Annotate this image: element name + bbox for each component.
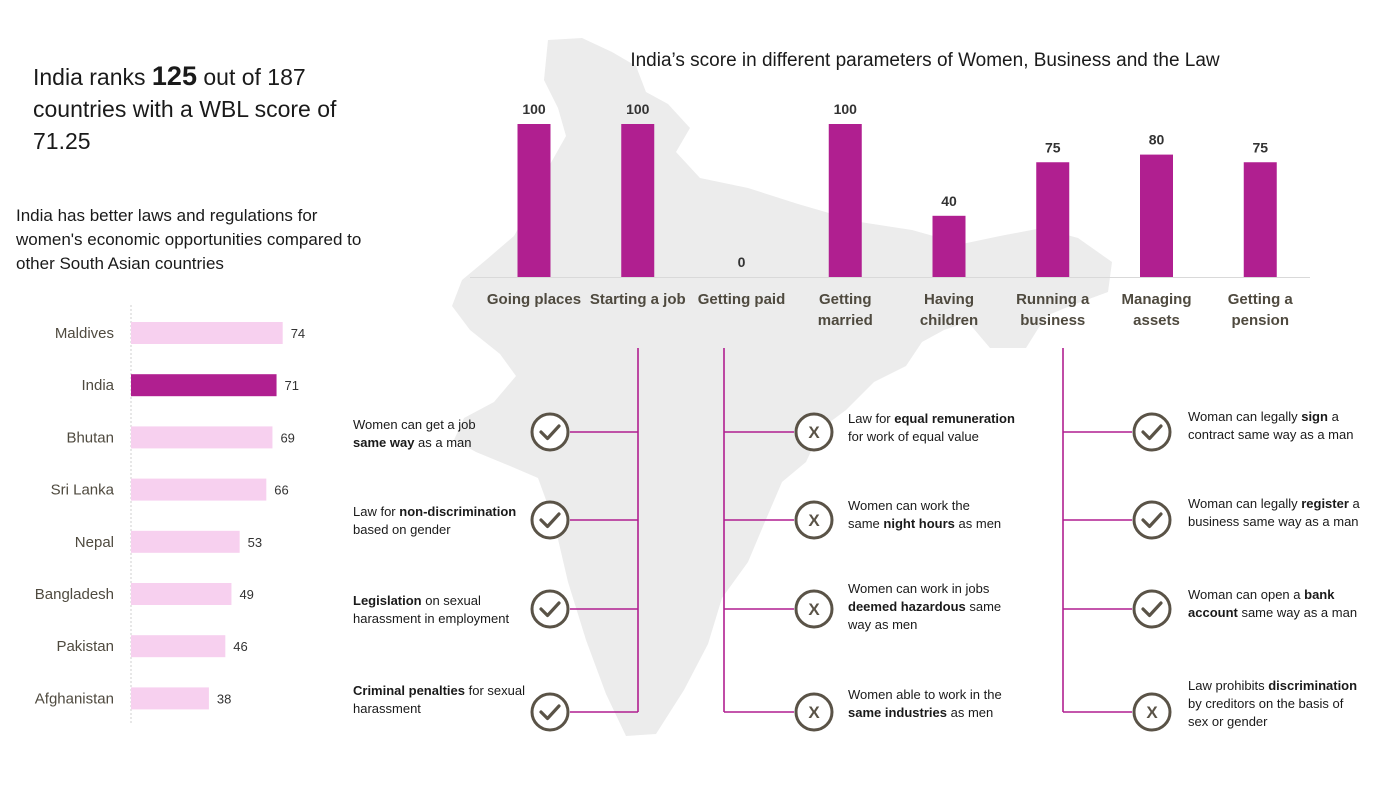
detail-text: Law prohibits discrimination by creditors… bbox=[1188, 678, 1358, 729]
x-icon: X bbox=[794, 412, 834, 452]
parameter-bar bbox=[828, 124, 862, 277]
parameter-label: Having bbox=[924, 291, 974, 308]
parameter-bar bbox=[1036, 162, 1070, 277]
svg-text:X: X bbox=[808, 511, 820, 530]
subheadline: India has better laws and regulations fo… bbox=[16, 206, 362, 273]
checkmark-icon bbox=[1132, 500, 1172, 540]
country-value-label: 74 bbox=[291, 326, 305, 341]
parameter-label: Getting bbox=[819, 291, 872, 308]
parameter-bar bbox=[1243, 162, 1277, 277]
checkmark-icon bbox=[530, 500, 570, 540]
country-bar bbox=[131, 635, 226, 658]
parameter-label: Going places bbox=[487, 291, 581, 308]
country-label: Bangladesh bbox=[35, 586, 114, 603]
country-value-label: 71 bbox=[285, 378, 299, 393]
country-value-label: 38 bbox=[217, 691, 231, 706]
parameter-value-label: 100 bbox=[626, 101, 650, 117]
checkmark-icon bbox=[1132, 589, 1172, 629]
checkmark-icon bbox=[530, 412, 570, 452]
parameter-bar bbox=[517, 124, 551, 277]
parameter-label: children bbox=[920, 312, 978, 329]
checkmark-icon bbox=[1132, 412, 1172, 452]
parameter-label: Running a bbox=[1016, 291, 1090, 308]
country-bar bbox=[131, 478, 267, 501]
detail-text: Women can work in jobs deemed hazardous s… bbox=[848, 581, 1002, 632]
svg-text:X: X bbox=[1146, 703, 1158, 722]
country-bar bbox=[131, 426, 273, 449]
headline-rank: 125 bbox=[151, 61, 197, 91]
x-icon: X bbox=[794, 589, 834, 629]
parameter-value-label: 100 bbox=[834, 101, 858, 117]
detail-text: Women can work the same night hours as me… bbox=[848, 498, 1002, 531]
country-value-label: 49 bbox=[239, 587, 253, 602]
headline-post: out of 187 countries with a WBL score of… bbox=[33, 64, 337, 154]
parameter-value-label: 40 bbox=[941, 193, 957, 209]
detail-text: Woman can legally sign a contract same wa… bbox=[1188, 409, 1354, 442]
checkmark-icon bbox=[530, 692, 570, 732]
south-asia-comparison-chart: Maldives 74 India 71 Bhutan 69 Sri Lanka 66 Nepa… bbox=[35, 305, 305, 725]
country-bar bbox=[131, 530, 240, 553]
x-icon: X bbox=[794, 692, 834, 732]
country-value-label: 53 bbox=[248, 535, 262, 550]
parameter-label: Getting a bbox=[1228, 291, 1294, 308]
country-label: Maldives bbox=[55, 325, 114, 342]
country-bar bbox=[131, 583, 232, 605]
parameter-label: married bbox=[818, 312, 873, 329]
parameter-value-label: 75 bbox=[1045, 139, 1061, 155]
country-value-label: 69 bbox=[280, 430, 294, 445]
country-label: Nepal bbox=[75, 534, 114, 551]
detail-text: Woman can open a bank account same way as… bbox=[1188, 587, 1358, 620]
parameter-value-label: 100 bbox=[522, 101, 546, 117]
headline: India ranks 125 out of 187 countries wit… bbox=[33, 60, 353, 157]
detail-text: Women able to work in the same industries… bbox=[848, 687, 1002, 720]
checkmark-icon bbox=[530, 589, 570, 629]
parameter-bar bbox=[932, 215, 966, 277]
country-bar bbox=[131, 374, 277, 397]
headline-pre: India ranks bbox=[33, 64, 152, 90]
svg-text:X: X bbox=[808, 703, 820, 722]
svg-text:X: X bbox=[808, 600, 820, 619]
parameter-label: Starting a job bbox=[590, 291, 686, 308]
country-value-label: 66 bbox=[274, 483, 288, 498]
x-icon: X bbox=[1132, 692, 1172, 732]
detail-text: Legislation on sexual harassment in emplo… bbox=[353, 593, 510, 626]
parameter-label: business bbox=[1020, 312, 1085, 329]
detail-text: Criminal penalties for sexual harassment bbox=[353, 683, 525, 716]
detail-text: Women can get a job same way as a man bbox=[353, 417, 476, 450]
parameter-value-label: 80 bbox=[1149, 132, 1165, 148]
country-label: Pakistan bbox=[56, 638, 114, 655]
parameter-label: Managing bbox=[1122, 291, 1192, 308]
parameter-label: assets bbox=[1133, 312, 1180, 329]
country-label: India bbox=[81, 377, 114, 394]
parameter-label: Getting paid bbox=[698, 291, 786, 308]
detail-text: Law for non-discrimination based on gende… bbox=[353, 504, 517, 537]
x-icon: X bbox=[794, 500, 834, 540]
detail-text: Woman can legally register a business sam… bbox=[1188, 496, 1360, 529]
parameter-bar bbox=[621, 124, 655, 277]
detail-text: Law for equal remuneration for work of eq… bbox=[848, 411, 1015, 444]
wbl-parameters-chart: 100 Going places 100 Starting a job 0 Getting… bbox=[470, 101, 1310, 329]
country-bar bbox=[131, 322, 283, 344]
main-chart-title: India’s score in different parameters of… bbox=[630, 50, 1220, 71]
svg-text:X: X bbox=[808, 423, 820, 442]
parameter-value-label: 75 bbox=[1252, 139, 1268, 155]
country-label: Bhutan bbox=[66, 429, 114, 446]
country-label: Sri Lanka bbox=[51, 482, 115, 499]
country-bar bbox=[131, 687, 209, 710]
country-label: Afghanistan bbox=[35, 690, 114, 707]
parameter-label: pension bbox=[1231, 312, 1289, 329]
parameter-value-label: 0 bbox=[738, 254, 746, 270]
parameter-bar bbox=[1140, 154, 1173, 277]
country-value-label: 46 bbox=[233, 639, 247, 654]
